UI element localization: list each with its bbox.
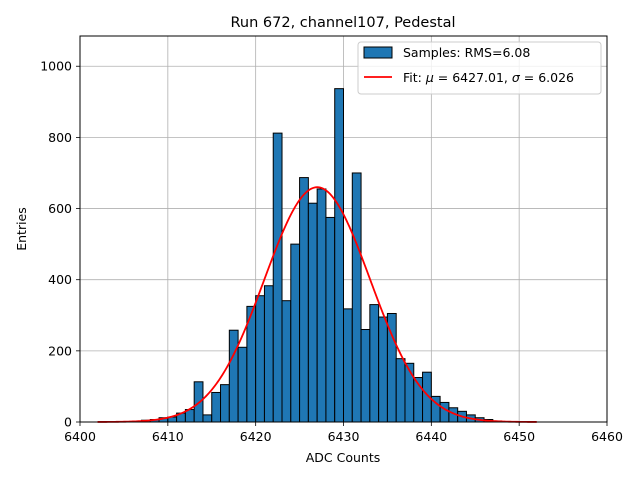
histogram-bar	[369, 304, 380, 423]
fit-curve-layer	[97, 186, 537, 423]
histogram-bar	[272, 132, 283, 423]
histogram-bar	[263, 285, 274, 423]
axis-ticks: 6400 6410 6420 6430 6440 6450 6460 0 200 400 600 80…	[40, 59, 623, 444]
histogram-bar	[439, 401, 450, 423]
gaussian-fit-curve	[97, 186, 537, 423]
histogram-bar	[378, 316, 388, 423]
histogram-bar	[290, 243, 301, 423]
histogram-bar	[299, 177, 309, 423]
histogram-bar	[228, 329, 239, 423]
histogram-bars	[132, 88, 511, 423]
histogram-bar	[343, 308, 353, 423]
y-tick-label: 200	[48, 343, 72, 358]
legend-fit-label: Fit: μ = 6427.01, σ = 6.026	[403, 70, 574, 85]
histogram-bar	[395, 358, 406, 423]
histogram-bar	[351, 172, 362, 423]
y-tick-label: 800	[48, 130, 72, 145]
y-tick-label: 0	[64, 415, 72, 430]
histogram-bar	[202, 414, 213, 423]
histogram-bar	[360, 329, 371, 423]
y-tick-label: 400	[48, 272, 72, 287]
x-tick-label: 6420	[240, 429, 272, 444]
x-tick-label: 6410	[152, 429, 184, 444]
histogram-bar	[281, 300, 292, 423]
histogram-bar	[255, 295, 265, 423]
x-tick-label: 6400	[64, 429, 96, 444]
chart-title: Run 672, channel107, Pedestal	[230, 15, 455, 31]
x-tick-label: 6440	[415, 429, 447, 444]
x-axis-label: ADC Counts	[306, 450, 381, 465]
histogram-bar	[211, 391, 222, 423]
x-tick-label: 6430	[328, 429, 360, 444]
x-tick-label: 6460	[591, 429, 623, 444]
legend-histogram-label: Samples: RMS=6.08	[403, 45, 530, 60]
histogram-bar	[334, 88, 345, 423]
histogram-bar	[316, 188, 327, 423]
y-axis-label: Entries	[14, 207, 29, 251]
histogram-bar	[237, 346, 248, 423]
x-tick-label: 6450	[503, 429, 535, 444]
y-tick-label: 1000	[40, 59, 72, 74]
histogram-bar	[220, 384, 230, 423]
histogram-bar	[307, 202, 318, 423]
legend-box	[357, 41, 602, 95]
y-tick-label: 600	[48, 201, 72, 216]
legend: Samples: RMS=6.08 Fit: μ = 6427.01, σ = …	[357, 41, 602, 95]
histogram-bar	[325, 216, 336, 423]
legend-histogram-swatch	[363, 46, 393, 59]
